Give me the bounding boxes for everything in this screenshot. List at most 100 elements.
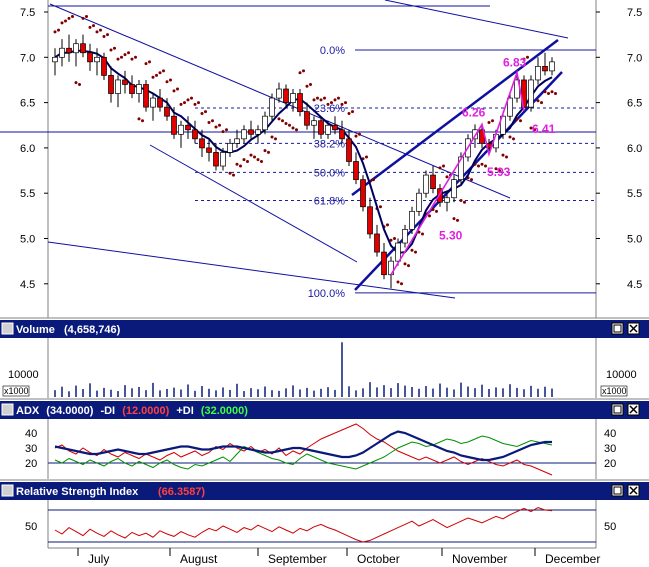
month-axis: July August September October November Decemb…: [48, 547, 600, 566]
sar-dot: [494, 167, 498, 171]
sar-dot: [316, 96, 319, 100]
sar-dot: [242, 158, 246, 162]
maximize-icon-glyph: [613, 486, 622, 495]
candle-body: [311, 120, 317, 126]
panel-menu-icon[interactable]: [1, 484, 14, 497]
month-label: July: [88, 552, 109, 566]
sar-dot: [365, 155, 368, 159]
price-annotation: 5.30: [439, 228, 463, 242]
fib-label: 50.0%: [314, 167, 345, 179]
panel-menu-icon[interactable]: [1, 322, 14, 335]
panel-menu-icon[interactable]: [1, 403, 14, 416]
candle-body: [353, 161, 359, 180]
candle-body: [192, 129, 198, 140]
sar-dot: [123, 53, 127, 57]
sar-dot: [305, 84, 309, 88]
sar-dot: [190, 96, 193, 100]
zigzag-path: [390, 69, 525, 276]
sar-dot: [456, 218, 459, 222]
sar-dot: [204, 110, 207, 114]
candle-body: [332, 124, 338, 131]
sar-dot: [438, 166, 442, 170]
volume-y-tick-label: 10000: [606, 369, 637, 381]
sar-dot: [477, 164, 480, 168]
adx-window-buttons: [611, 403, 640, 416]
sar-dot: [64, 19, 67, 23]
sar-dot: [221, 130, 225, 134]
sar-dot: [95, 30, 99, 34]
candle-body: [388, 260, 394, 276]
adx-y-tick-label: 20: [604, 458, 616, 470]
rsi-value: (66.3587): [158, 486, 205, 498]
sar-dot: [284, 121, 288, 125]
candle-body: [206, 147, 212, 153]
sar-dot: [130, 57, 134, 61]
sar-dot: [172, 89, 176, 93]
sar-dot: [148, 60, 151, 64]
maximize-icon[interactable]: [611, 484, 624, 497]
rsi-panel: Relative Strength Index (66.3587) 50 50: [0, 482, 649, 548]
sar-dot: [463, 200, 466, 204]
sar-dot: [400, 282, 403, 286]
candle-body: [185, 124, 191, 131]
price-y-tick-label: 7.5: [627, 7, 642, 19]
sar-dot: [414, 250, 417, 254]
price-y-tick-label: 5.0: [627, 234, 642, 246]
rsi-y-tick-label: 50: [25, 521, 37, 533]
sar-dot: [60, 21, 64, 25]
sar-dot: [550, 90, 554, 94]
sar-dot: [141, 119, 144, 123]
candle-body: [283, 88, 289, 103]
sar-dot: [302, 69, 305, 73]
sar-dot: [337, 96, 340, 100]
price-y-axis-right: 7.5 7.0 6.5 6.0 5.5 5.0 4.5: [596, 7, 642, 291]
candle-body: [143, 84, 149, 108]
minus-di-label: -DI: [100, 405, 115, 417]
sar-dot: [396, 280, 400, 284]
candle-body: [549, 61, 555, 72]
sar-dot: [116, 57, 120, 61]
month-label: September: [268, 552, 327, 566]
sar-dot: [197, 101, 200, 105]
adx-legend: ADX (34.0000) -DI (12.0000) +DI (32.0000…: [16, 405, 248, 417]
candle-body: [248, 129, 254, 135]
month-label: December: [545, 552, 600, 566]
sar-dot: [288, 123, 291, 127]
sar-dot: [487, 121, 491, 125]
parabolic-sar: [53, 15, 557, 286]
price-y-tick-label: 6.5: [20, 98, 35, 110]
candle-body: [360, 179, 366, 208]
candle-body: [80, 43, 86, 54]
price-y-tick-label: 7.0: [20, 52, 35, 64]
adx-y-axis: 40 40 30 30 20 20: [25, 428, 616, 470]
candle-body: [129, 84, 135, 94]
candle-body: [458, 156, 464, 180]
volume-title-bar: [0, 320, 649, 338]
price-y-tick-label: 6.0: [627, 143, 642, 155]
sar-dot: [99, 28, 102, 32]
candle-body: [213, 152, 219, 167]
sar-dot: [214, 125, 218, 129]
sar-dot: [491, 119, 494, 123]
sar-dot: [505, 155, 508, 159]
candle-body: [444, 197, 450, 203]
candlesticks: [52, 34, 555, 289]
sar-dot: [431, 208, 435, 212]
sar-dot: [358, 132, 361, 136]
adx-title-bar: [0, 401, 649, 419]
sar-dot: [407, 264, 410, 268]
price-y-tick-label: 6.0: [20, 143, 35, 155]
sar-dot: [225, 128, 228, 132]
candle-body: [542, 66, 548, 72]
sar-dot: [228, 171, 232, 175]
sar-dot: [330, 101, 333, 105]
maximize-icon[interactable]: [611, 322, 624, 335]
sar-dot: [113, 46, 116, 50]
maximize-icon[interactable]: [611, 403, 624, 416]
sar-dot: [144, 62, 148, 66]
rsi-line: [54, 507, 553, 543]
price-annotation: 6.41: [532, 122, 556, 136]
sar-dot: [333, 98, 337, 102]
adx-y-tick-label: 30: [604, 443, 616, 455]
minus-di-line: [54, 423, 553, 476]
